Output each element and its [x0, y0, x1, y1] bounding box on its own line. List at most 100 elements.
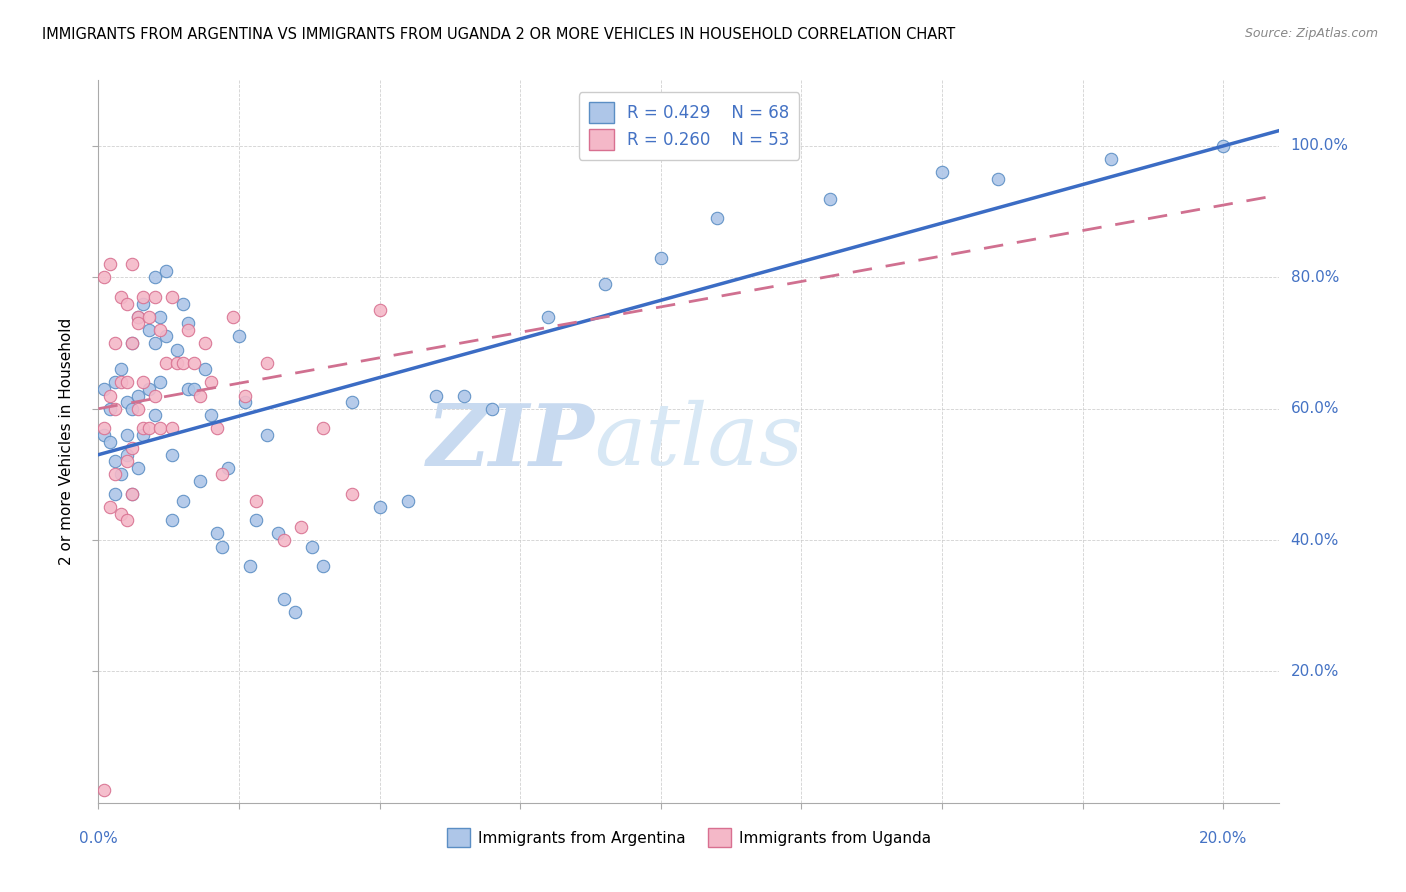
Point: [127, 310, 149, 324]
Point: [104, 467, 127, 482]
Point: [368, 500, 391, 515]
Point: [110, 467, 132, 482]
Point: [200, 409, 222, 423]
Point: [537, 310, 560, 324]
Point: [172, 296, 194, 310]
Text: Source: ZipAtlas.com: Source: ZipAtlas.com: [1244, 27, 1378, 40]
Point: [593, 277, 616, 291]
Point: [172, 493, 194, 508]
Point: [115, 296, 138, 310]
Point: [453, 388, 475, 402]
Point: [127, 460, 149, 475]
Point: [200, 376, 222, 390]
Point: [211, 467, 233, 482]
Point: [312, 559, 335, 574]
Point: [93, 782, 115, 797]
Legend: Immigrants from Argentina, Immigrants from Uganda: Immigrants from Argentina, Immigrants fr…: [441, 822, 936, 853]
Point: [233, 395, 256, 409]
Point: [650, 251, 672, 265]
Point: [132, 290, 155, 304]
Point: [256, 428, 278, 442]
Point: [217, 460, 239, 475]
Point: [115, 376, 138, 390]
Point: [222, 310, 245, 324]
Point: [149, 310, 172, 324]
Point: [127, 310, 149, 324]
Point: [121, 257, 143, 271]
Point: [143, 388, 166, 402]
Point: [149, 376, 172, 390]
Point: [368, 303, 391, 318]
Point: [239, 559, 262, 574]
Text: 0.0%: 0.0%: [79, 830, 118, 846]
Point: [132, 376, 155, 390]
Point: [93, 270, 115, 285]
Point: [138, 421, 160, 435]
Point: [312, 421, 335, 435]
Point: [188, 474, 211, 488]
Point: [115, 454, 138, 468]
Point: [93, 421, 115, 435]
Point: [183, 356, 205, 370]
Point: [183, 382, 205, 396]
Point: [166, 356, 188, 370]
Point: [121, 401, 143, 416]
Point: [706, 211, 728, 226]
Point: [172, 356, 194, 370]
Point: [149, 323, 172, 337]
Point: [205, 526, 228, 541]
Point: [127, 401, 149, 416]
Point: [115, 428, 138, 442]
Point: [205, 421, 228, 435]
Point: [93, 382, 115, 396]
Text: 40.0%: 40.0%: [1291, 533, 1339, 548]
Point: [194, 362, 217, 376]
Text: 80.0%: 80.0%: [1291, 270, 1339, 285]
Point: [138, 323, 160, 337]
Point: [177, 316, 200, 330]
Point: [110, 362, 132, 376]
Point: [143, 409, 166, 423]
Point: [211, 540, 233, 554]
Point: [138, 382, 160, 396]
Point: [98, 388, 121, 402]
Point: [127, 316, 149, 330]
Point: [273, 533, 295, 547]
Point: [143, 336, 166, 351]
Point: [132, 428, 155, 442]
Point: [194, 336, 217, 351]
Point: [425, 388, 447, 402]
Point: [256, 356, 278, 370]
Text: ZIP: ZIP: [426, 400, 595, 483]
Point: [160, 290, 183, 304]
Text: atlas: atlas: [595, 401, 804, 483]
Point: [127, 388, 149, 402]
Point: [177, 382, 200, 396]
Point: [132, 296, 155, 310]
Point: [818, 192, 841, 206]
Point: [155, 356, 177, 370]
Point: [245, 493, 267, 508]
Point: [104, 454, 127, 468]
Point: [104, 376, 127, 390]
Point: [98, 257, 121, 271]
Text: 20.0%: 20.0%: [1291, 664, 1339, 679]
Point: [143, 270, 166, 285]
Point: [290, 520, 312, 534]
Point: [160, 513, 183, 527]
Point: [481, 401, 503, 416]
Point: [104, 487, 127, 501]
Point: [155, 329, 177, 343]
Y-axis label: 2 or more Vehicles in Household: 2 or more Vehicles in Household: [59, 318, 75, 566]
Point: [115, 513, 138, 527]
Text: 100.0%: 100.0%: [1291, 138, 1348, 153]
Point: [104, 336, 127, 351]
Point: [1099, 152, 1122, 166]
Point: [121, 441, 143, 455]
Point: [98, 401, 121, 416]
Point: [93, 428, 115, 442]
Text: 20.0%: 20.0%: [1199, 830, 1247, 846]
Point: [121, 487, 143, 501]
Point: [110, 376, 132, 390]
Point: [98, 500, 121, 515]
